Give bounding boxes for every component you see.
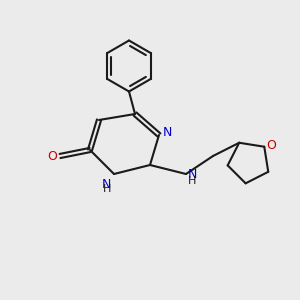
Text: N: N — [163, 125, 172, 139]
Text: H: H — [103, 184, 112, 194]
Text: O: O — [47, 149, 57, 163]
Text: N: N — [102, 178, 112, 190]
Text: N: N — [188, 167, 197, 181]
Text: H: H — [188, 176, 196, 186]
Text: O: O — [267, 139, 277, 152]
